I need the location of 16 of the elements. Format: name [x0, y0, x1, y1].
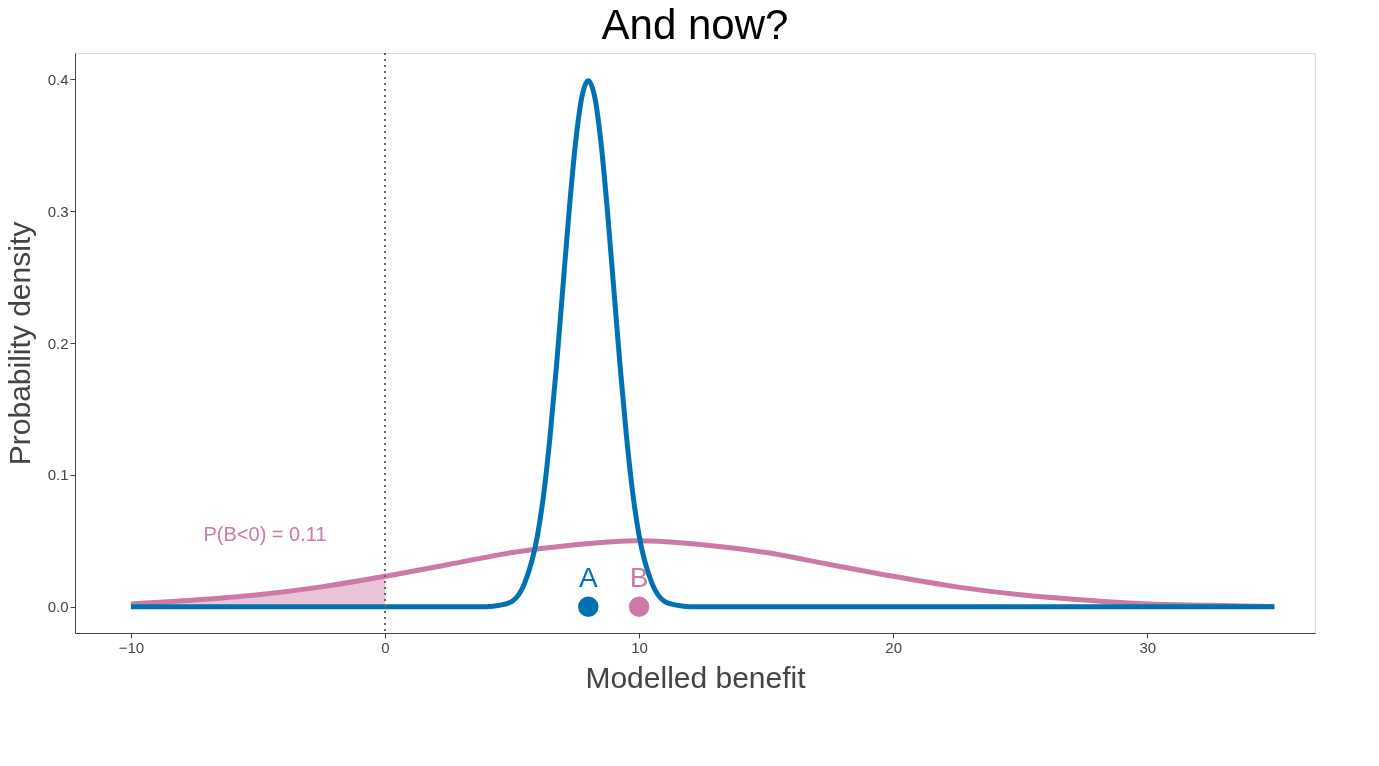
y-tick-label: 0.0	[47, 598, 69, 616]
series-label: B	[629, 561, 649, 593]
y-tick-label: 0.2	[47, 334, 69, 352]
annotation: P(B<0) = 0.11	[203, 523, 327, 545]
series-label: A	[578, 561, 598, 593]
x-tick-label: 0	[381, 638, 390, 656]
x-tick-label: 30	[1139, 638, 1157, 656]
x-tick-label: 10	[631, 638, 648, 656]
y-tick-label: 0.3	[47, 202, 69, 220]
y-tick-label: 0.1	[47, 466, 69, 484]
x-tick-label: 20	[885, 638, 903, 656]
y-axis-title: Probability density	[2, 221, 36, 466]
x-tick-label: −10	[118, 638, 145, 656]
y-tick-label: 0.4	[47, 70, 69, 88]
chart-title: And now?	[601, 1, 789, 48]
x-axis-title: Modelled benefit	[585, 660, 807, 694]
